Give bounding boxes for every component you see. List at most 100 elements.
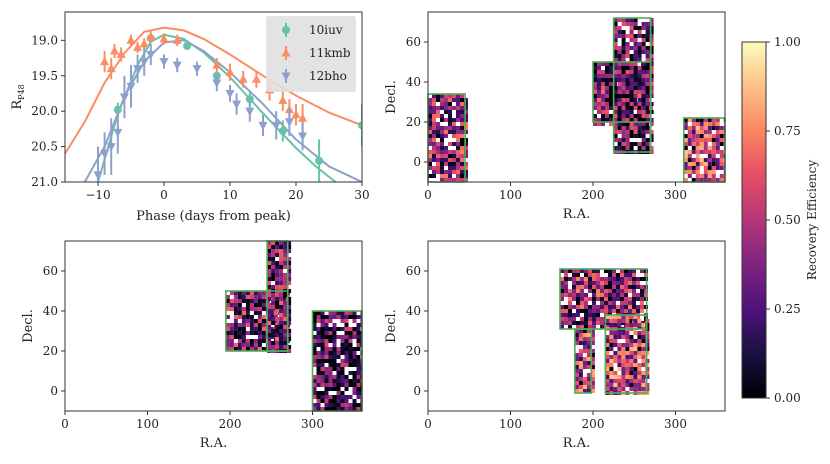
efficiency-cell	[629, 130, 634, 134]
efficiency-cell	[352, 379, 357, 383]
efficiency-cell	[560, 325, 564, 329]
efficiency-cell	[444, 178, 448, 182]
efficiency-cell	[448, 122, 452, 126]
efficiency-cell	[448, 114, 452, 118]
efficiency-cell	[456, 98, 460, 102]
efficiency-cell	[625, 78, 630, 82]
efficiency-cell	[641, 122, 646, 126]
efficiency-cell	[629, 142, 634, 146]
efficiency-cell	[267, 273, 272, 277]
efficiency-cell	[719, 166, 724, 170]
efficiency-cell	[267, 253, 272, 257]
efficiency-cell	[324, 331, 329, 335]
efficiency-cell	[633, 78, 638, 82]
efficiency-cell	[578, 373, 583, 377]
efficiency-cell	[683, 178, 688, 182]
efficiency-cell	[356, 323, 361, 327]
efficiency-cell	[584, 309, 588, 313]
efficiency-cell	[621, 383, 626, 387]
x-tick-label: 0	[424, 417, 432, 431]
efficiency-cell	[257, 303, 262, 307]
efficiency-cell	[604, 305, 608, 309]
efficiency-cell	[432, 114, 436, 118]
efficiency-cell	[637, 74, 642, 78]
efficiency-cell	[564, 273, 568, 277]
efficiency-cell	[225, 295, 230, 299]
efficiency-cell	[586, 329, 591, 333]
efficiency-cell	[629, 34, 634, 38]
efficiency-cell	[621, 142, 626, 146]
efficiency-cell	[645, 30, 650, 34]
efficiency-cell	[613, 18, 618, 22]
colorbar: 0.000.250.500.751.00 Recovery Efficiency	[741, 35, 819, 405]
efficiency-cell	[229, 347, 234, 351]
efficiency-cell	[683, 170, 688, 174]
efficiency-cell	[328, 335, 333, 339]
efficiency-cell	[588, 305, 592, 309]
efficiency-cell	[460, 130, 464, 134]
efficiency-cell	[287, 349, 292, 353]
efficiency-cell	[275, 269, 280, 273]
efficiency-cell	[625, 343, 630, 347]
efficiency-cell	[612, 309, 616, 313]
efficiency-cell	[617, 351, 622, 355]
efficiency-cell	[574, 357, 579, 361]
efficiency-cell	[637, 363, 642, 367]
efficiency-cell	[637, 58, 642, 62]
efficiency-cell	[352, 331, 357, 335]
efficiency-cell	[316, 375, 321, 379]
efficiency-cell	[320, 407, 325, 411]
efficiency-cell	[267, 305, 272, 309]
efficiency-cell	[456, 154, 460, 158]
efficiency-cell	[628, 309, 632, 313]
efficiency-cell	[279, 281, 284, 285]
efficiency-cell	[633, 343, 638, 347]
efficiency-cell	[687, 166, 692, 170]
efficiency-cell	[707, 134, 712, 138]
efficiency-cell	[352, 391, 357, 395]
efficiency-cell	[588, 273, 592, 277]
efficiency-cell	[633, 118, 637, 122]
efficiency-cell	[715, 162, 720, 166]
efficiency-cell	[320, 343, 325, 347]
efficiency-cell	[444, 106, 448, 110]
efficiency-cell	[711, 126, 716, 130]
efficiency-cell	[596, 321, 600, 325]
efficiency-cell	[637, 86, 642, 90]
efficiency-cell	[344, 339, 349, 343]
efficiency-cell	[283, 313, 288, 317]
efficiency-cell	[645, 70, 650, 74]
efficiency-cell	[617, 58, 622, 62]
efficiency-cell	[707, 150, 712, 154]
efficiency-cell	[245, 319, 250, 323]
efficiency-cell	[633, 46, 638, 50]
efficiency-cell	[588, 285, 592, 289]
efficiency-cell	[233, 327, 238, 331]
efficiency-cell	[460, 102, 464, 106]
efficiency-cell	[452, 106, 456, 110]
efficiency-cell	[572, 313, 576, 317]
efficiency-cell	[271, 261, 276, 265]
efficiency-cell	[312, 323, 317, 327]
efficiency-cell	[261, 319, 266, 323]
efficiency-cell	[640, 301, 644, 305]
efficiency-cell	[586, 349, 591, 353]
efficiency-cell	[576, 313, 580, 317]
efficiency-cell	[608, 309, 612, 313]
efficiency-cell	[609, 359, 614, 363]
efficiency-cell	[574, 389, 579, 393]
efficiency-cell	[271, 257, 276, 261]
colorbar-ticks: 0.000.250.500.751.00	[766, 35, 801, 405]
efficiency-cell	[287, 257, 292, 261]
efficiency-cell	[625, 367, 630, 371]
efficiency-cell	[711, 170, 716, 174]
efficiency-cell	[241, 335, 246, 339]
heatmap-frame	[64, 240, 363, 412]
y-tick-label: 60	[406, 35, 421, 49]
efficiency-cell	[613, 94, 618, 98]
efficiency-cell	[283, 253, 288, 257]
efficiency-cell	[229, 335, 234, 339]
efficiency-cell	[344, 375, 349, 379]
x-tick-label: 20	[288, 188, 303, 202]
efficiency-cell	[641, 359, 646, 363]
